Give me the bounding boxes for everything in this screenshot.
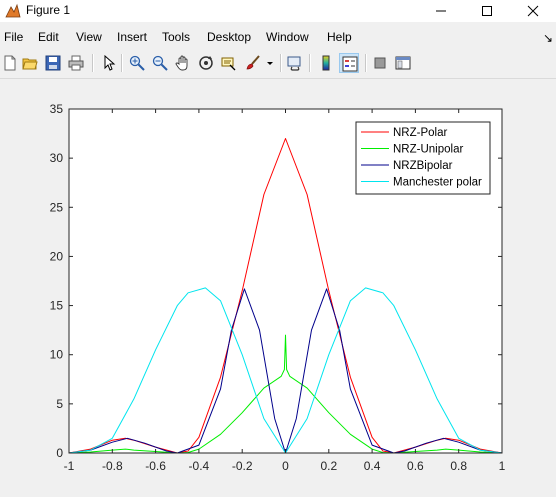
close-icon (527, 5, 539, 17)
zoom-out-button[interactable] (150, 53, 170, 73)
toolbar-separator (365, 54, 366, 72)
new-figure-button[interactable] (0, 53, 20, 73)
menu-edit[interactable]: Edit (38, 30, 59, 44)
toolbar-separator (309, 54, 310, 72)
menu-file[interactable]: File (4, 30, 24, 44)
select-arrow-icon (104, 55, 116, 71)
menu-bar: File Edit View Insert Tools Desktop Wind… (0, 27, 556, 47)
menu-window[interactable]: Window (266, 30, 309, 44)
minimize-button[interactable] (418, 0, 464, 22)
toolbar-separator (93, 54, 94, 72)
show-plot-tools-button[interactable] (393, 53, 413, 73)
y-tick-label: 35 (50, 102, 64, 116)
legend-label: NRZ-Unipolar (393, 144, 463, 156)
x-tick-label: -0.6 (145, 459, 166, 473)
hide-plot-tools-button[interactable] (370, 53, 390, 73)
open-file-icon (22, 58, 38, 70)
save-icon (45, 55, 61, 71)
data-cursor-button[interactable] (219, 53, 239, 73)
window-title: Figure 1 (26, 3, 71, 17)
x-tick-label: 0.8 (450, 459, 467, 473)
legend-icon (342, 56, 358, 72)
legend-button[interactable] (339, 53, 359, 73)
close-button[interactable] (510, 0, 556, 22)
plot-area[interactable]: -1 -0.8 -0.6 -0.4 -0.2 0 0.2 0.4 0.6 0.8 105101520… (0, 79, 556, 497)
menu-view[interactable]: View (76, 30, 102, 44)
chevron-down-icon (267, 62, 273, 65)
y-tick-label: 10 (50, 348, 64, 362)
zoom-in-button[interactable] (127, 53, 147, 73)
print-icon (68, 55, 84, 71)
save-button[interactable] (43, 53, 63, 73)
toolbar-separator (366, 54, 367, 72)
y-tick-label: 5 (56, 397, 63, 411)
series-line-1 (68, 334, 503, 454)
rotate-3d-button[interactable] (196, 53, 216, 73)
brush-dropdown-button[interactable] (263, 53, 277, 73)
toolbar-divider (0, 78, 556, 79)
x-tick-label: 0 (282, 459, 289, 473)
toolbar-separator (281, 54, 282, 72)
new-figure-icon (4, 55, 16, 71)
x-tick-label: 0.4 (364, 459, 381, 473)
toolbar-separator (310, 54, 311, 72)
toolbar-separator (280, 54, 281, 72)
x-tick-label: -0.2 (232, 459, 253, 473)
menu-tools[interactable]: Tools (162, 30, 191, 44)
menu-desktop[interactable]: Desktop (207, 30, 252, 44)
matlab-figure-icon (5, 3, 21, 18)
print-button[interactable] (66, 53, 86, 73)
hide-plot-tools-icon (374, 57, 386, 69)
rotate-3d-icon (199, 56, 213, 70)
link-plot-icon (287, 56, 301, 71)
colorbar-button[interactable] (316, 53, 336, 73)
menu-help[interactable]: Help (327, 30, 352, 44)
x-tick-label: 0.2 (320, 459, 337, 473)
x-tick-label: -0.4 (189, 459, 210, 473)
dock-arrow-icon[interactable]: ↘ (543, 31, 554, 45)
legend-label: NRZBipolar (393, 160, 453, 172)
minimize-icon (436, 10, 446, 12)
legend-label: Manchester polar (393, 177, 482, 189)
open-file-button[interactable] (20, 53, 40, 73)
y-tick-label: 30 (50, 151, 64, 165)
y-tick-label: 25 (50, 200, 64, 214)
pan-icon (175, 55, 188, 71)
title-bar: Figure 1 (0, 0, 556, 22)
toolbar-separator (122, 54, 123, 72)
maximize-button[interactable] (464, 0, 510, 22)
x-tick-label: -1 (64, 459, 75, 473)
maximize-icon (482, 6, 492, 16)
zoom-out-icon (152, 55, 168, 71)
colorbar-icon (322, 55, 330, 71)
figure-canvas: -1 -0.8 -0.6 -0.4 -0.2 0 0.2 0.4 0.6 0.8 1 0 5 10 15 20… (0, 79, 556, 497)
y-tick-label: 0 (56, 446, 63, 460)
select-arrow-button[interactable] (99, 53, 119, 73)
x-tick-label: 0.6 (407, 459, 424, 473)
pan-button[interactable] (173, 53, 193, 73)
brush-icon (246, 55, 260, 70)
toolbar-separator (92, 54, 93, 72)
menu-insert[interactable]: Insert (117, 30, 148, 44)
link-plot-button[interactable] (285, 53, 305, 73)
zoom-in-icon (129, 55, 145, 71)
figure-toolbar (0, 51, 556, 77)
data-cursor-icon (221, 57, 236, 71)
brush-button[interactable] (243, 53, 263, 73)
y-tick-label: 15 (50, 299, 64, 313)
x-tick-label: -0.8 (102, 459, 123, 473)
y-tick-label: 20 (50, 249, 64, 263)
toolbar-separator (121, 54, 122, 72)
show-plot-tools-icon (395, 56, 411, 70)
x-tick-label: 1 (499, 459, 506, 473)
legend-label: NRZ-Polar (393, 127, 447, 139)
